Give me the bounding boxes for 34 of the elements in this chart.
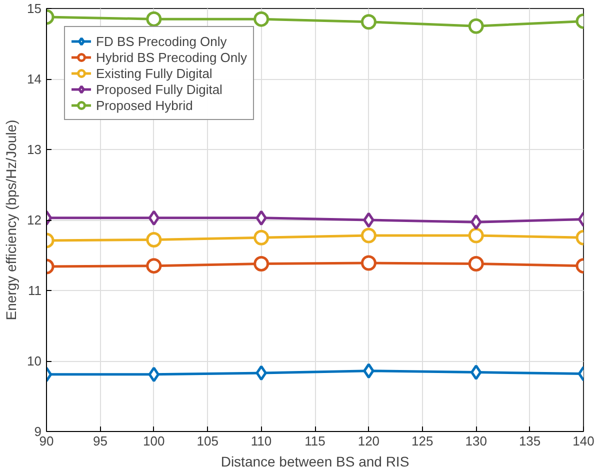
x-tick-label: 100 <box>143 434 165 448</box>
point <box>363 363 374 379</box>
x-tick-label: 95 <box>92 434 108 448</box>
x-tick-label: 140 <box>572 434 594 448</box>
y-tick-label: 15 <box>27 1 42 16</box>
point <box>256 365 267 381</box>
y-tick-label: 11 <box>28 283 42 298</box>
point <box>360 228 376 244</box>
x-tick-label: 135 <box>518 434 541 448</box>
y-tick-label: 13 <box>27 142 42 157</box>
point <box>256 210 267 226</box>
x-tick-label: 115 <box>304 434 326 448</box>
legend-label: Proposed Fully Digital <box>96 81 222 97</box>
point <box>360 14 376 30</box>
x-tick-label: 90 <box>39 434 54 448</box>
x-tick-label: 110 <box>250 434 272 448</box>
point <box>363 212 374 228</box>
point <box>254 11 270 27</box>
x-tick-label: 120 <box>358 434 380 448</box>
legend-label: Existing Fully Digital <box>96 65 212 81</box>
point <box>360 255 376 271</box>
x-tick-label: 130 <box>465 434 487 448</box>
legend-label: Proposed Hybrid <box>96 97 193 113</box>
y-tick-label: 10 <box>27 354 42 368</box>
point <box>254 256 270 272</box>
y-tick-label: 12 <box>27 212 42 228</box>
x-tick-label: 125 <box>412 434 434 448</box>
legend-label: FD BS Precoding Only <box>96 33 227 49</box>
legend-label: Hybrid BS Precoding Only <box>96 49 248 65</box>
y-axis-title: Energy efficiency (bps/Hz/Joule) <box>3 120 20 320</box>
point <box>254 230 270 246</box>
x-axis-title: Distance between BS and RIS <box>220 454 410 470</box>
y-tick-label: 14 <box>27 72 42 86</box>
x-tick-label: 105 <box>196 434 218 448</box>
